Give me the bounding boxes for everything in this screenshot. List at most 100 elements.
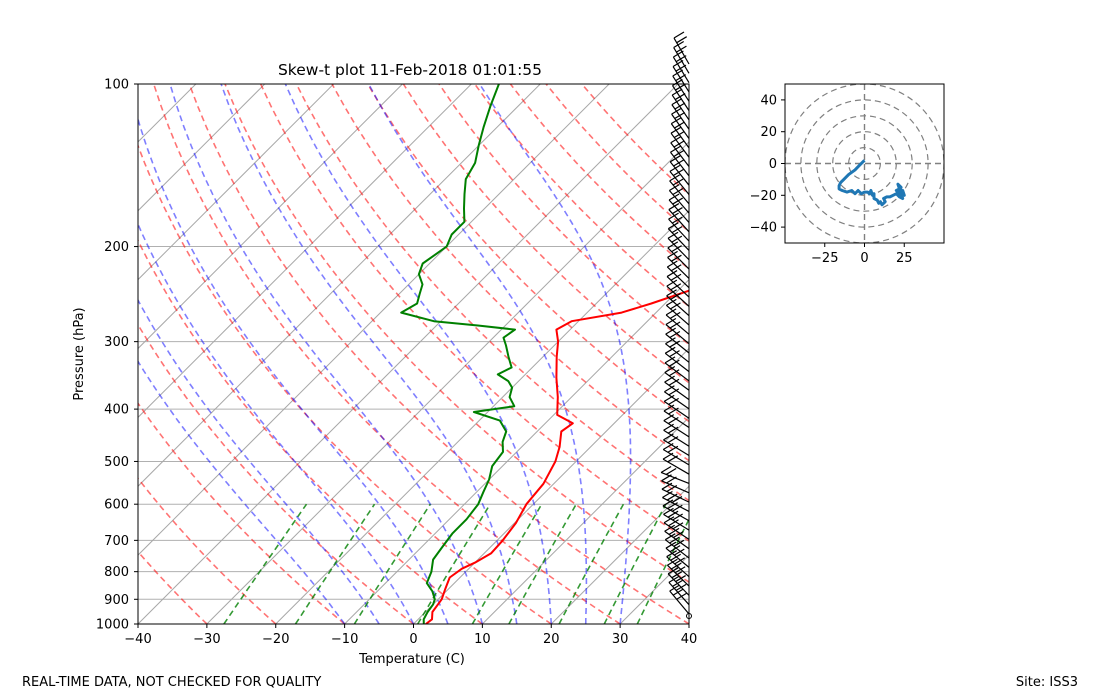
wind-barb-flag (668, 212, 679, 220)
wind-barb-flag (674, 566, 686, 574)
skewt-y-ticks: 100 200 300 400 500 600 700 800 900 1000 (96, 78, 138, 633)
wind-barb-flag (675, 83, 686, 91)
x-tick-label: −10 (331, 632, 358, 647)
y-tick-label: 900 (104, 593, 129, 608)
wind-barb-flag (673, 531, 684, 539)
wind-barb-flag (668, 378, 680, 386)
wind-barb-staff (670, 123, 690, 149)
dry-adiabat (138, 238, 483, 624)
wind-barb-staff (668, 199, 690, 223)
wind-barb-flag (672, 513, 683, 521)
wind-barb-flag (666, 476, 677, 484)
wind-barb-flag (666, 279, 678, 287)
wind-barb-flag (670, 553, 681, 561)
wind-barb-flag (670, 264, 682, 272)
wind-barb-flag (668, 203, 680, 211)
wind-barb-staff (662, 458, 690, 475)
wind-barb-flag (664, 366, 676, 374)
dry-adiabat (138, 323, 414, 624)
hodo-y-tick-label: −40 (750, 221, 777, 236)
wind-barb-staff (665, 333, 690, 354)
x-tick-label: 0 (409, 632, 417, 647)
wind-barb-flag (662, 499, 674, 507)
wind-barb-flag (673, 50, 684, 58)
x-tick-label: −30 (193, 632, 220, 647)
wind-barb-staff (662, 505, 690, 522)
wind-barb-flag (670, 126, 682, 134)
hodo-x-tick-label: 25 (896, 251, 913, 266)
wind-barb-flag (670, 136, 682, 144)
wind-barb-flag (661, 482, 673, 490)
wind-barb-staff (671, 113, 690, 139)
dry-adiabat (138, 477, 277, 624)
isotherm-line (138, 84, 197, 143)
temperature-profile (425, 289, 689, 624)
wind-barb-staff (667, 256, 690, 279)
wind-barb-staff (664, 381, 690, 401)
wind-barb-staff (671, 85, 690, 111)
wind-barb-flag (664, 385, 675, 393)
moist-adiabat (478, 84, 632, 624)
wind-barb-flag (668, 193, 680, 201)
wind-barb-flag (671, 571, 683, 579)
hodograph-trace (837, 159, 906, 207)
wind-barb-flag (662, 452, 674, 460)
wind-barb-staff (665, 343, 690, 363)
dewpoint-profile (400, 84, 516, 624)
wind-barb-flag (672, 522, 684, 530)
wind-barb-flag (664, 346, 676, 354)
wind-barb-flag (663, 507, 674, 515)
wind-barb-flag (671, 235, 683, 243)
wind-barb-staff (664, 362, 690, 382)
dry-adiabat (138, 143, 552, 624)
wind-barb-staff (663, 522, 690, 540)
wind-barb-staff (664, 391, 690, 410)
wind-barb-staff (665, 324, 690, 345)
dry-adiabat (295, 84, 689, 502)
wind-barb-flag (672, 588, 684, 596)
wind-barb-flag (668, 369, 680, 377)
x-tick-label: 40 (681, 632, 698, 647)
isotherm-line (344, 278, 689, 624)
wind-barb-staff (668, 190, 690, 214)
mixing-ratio-line (471, 503, 543, 624)
wind-barb-flag (662, 442, 674, 450)
y-tick-label: 300 (104, 335, 129, 350)
wind-barb-staff (669, 180, 690, 205)
wind-barb-flag (667, 436, 679, 444)
wind-barb-staff (668, 209, 690, 233)
wind-barb-flag (672, 504, 683, 512)
wind-barb-flag (670, 145, 681, 153)
moist-adiabat (138, 116, 449, 624)
y-tick-label: 800 (104, 565, 129, 580)
wind-barb-staff (672, 66, 690, 93)
wind-barb-flag (667, 426, 679, 434)
wind-barb-flag (665, 327, 676, 335)
wind-barb-flag (671, 254, 682, 262)
wind-barb-flag (666, 298, 677, 306)
wind-barb-flag (668, 519, 679, 527)
hodo-x-tick-label: −25 (811, 251, 838, 266)
wind-barb-flag (674, 121, 685, 129)
wind-barb-flag (673, 131, 685, 139)
wind-barb-flag (668, 388, 680, 396)
wind-barb-flag (665, 317, 677, 326)
skewt-y-axis-label: Pressure (hPa) (72, 307, 87, 400)
wind-barb-flag (669, 311, 681, 319)
wind-barb-flag (673, 31, 685, 39)
wind-barb-flag (673, 548, 685, 556)
wind-barb-flag (670, 273, 682, 281)
wind-barb-flag (670, 283, 682, 291)
wind-barb-staff (669, 161, 690, 186)
wind-barb-flag (663, 433, 674, 441)
wind-barb-flag (673, 539, 685, 547)
wind-barb-flag (663, 423, 674, 431)
isotherm-line (138, 84, 679, 624)
wind-barb-flag (673, 159, 684, 167)
wind-barb-flag (669, 340, 681, 348)
wind-barb-flag (664, 356, 676, 364)
wind-barb-flag (664, 524, 675, 532)
x-tick-label: 30 (612, 632, 629, 647)
wind-barb-flag (667, 260, 678, 268)
wind-barb-flag (673, 140, 685, 148)
